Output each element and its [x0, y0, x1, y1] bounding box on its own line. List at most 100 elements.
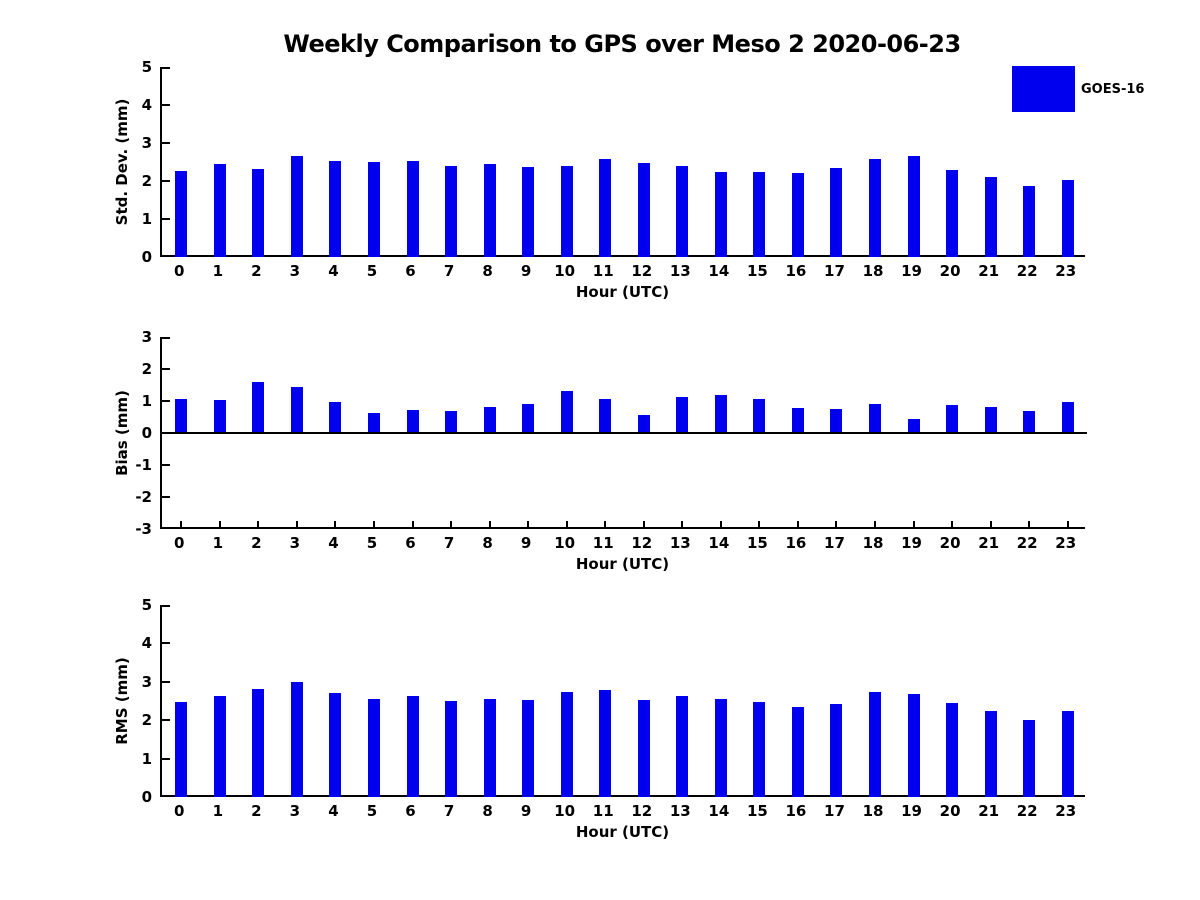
- bar: [252, 168, 265, 257]
- x-tick-mark: [835, 521, 838, 529]
- x-tick-mark: [912, 521, 915, 529]
- y-tick-label: 1: [141, 210, 152, 228]
- bar: [367, 162, 380, 257]
- x-tick-label: 11: [592, 802, 614, 820]
- x-tick-label: 20: [939, 802, 961, 820]
- y-tick-mark: [162, 605, 170, 607]
- x-tick-mark: [951, 521, 954, 529]
- x-tick-mark: [372, 521, 375, 529]
- legend-swatch-goes16: [1012, 66, 1075, 112]
- x-tick-label: 14: [708, 262, 730, 280]
- x-tick-mark: [642, 521, 645, 529]
- y-axis-label: RMS (mm): [113, 657, 131, 745]
- x-tick-label: 1: [212, 262, 224, 280]
- bar: [984, 177, 997, 257]
- panel-rms: 0 1 2 3 4 5 0 1 2 3 4 5 6 7 8 9 10 11 12 13 14 15 16 17 18 19 20 21…: [113, 596, 1085, 841]
- bar: [869, 404, 882, 433]
- x-tick-label: 18: [862, 262, 884, 280]
- bar: [676, 165, 689, 257]
- x-tick-label: 8: [482, 534, 493, 552]
- x-tick-label: 3: [289, 534, 301, 552]
- bar: [791, 706, 804, 797]
- x-tick-mark: [758, 521, 761, 529]
- panel-bias: 3 2 1 0 -1 -2 -3 0 1 2 3 4 5 6 7 8 9 10 11 12 13 14 15 16 17 18 19…: [113, 328, 1087, 573]
- y-tick-mark: [162, 642, 170, 645]
- bar: [522, 166, 535, 257]
- x-tick-mark: [488, 521, 491, 529]
- x-tick-label: 7: [443, 262, 455, 280]
- y-tick-label: 3: [141, 328, 152, 346]
- bar: [984, 710, 997, 797]
- bar: [946, 405, 959, 433]
- y-tick-label: -2: [135, 488, 152, 506]
- x-tick-label: 10: [554, 262, 576, 280]
- bar: [522, 699, 535, 797]
- bar: [329, 401, 342, 433]
- x-tick-label: 19: [901, 534, 922, 552]
- x-tick-label: 18: [862, 534, 884, 552]
- bar: [676, 695, 689, 797]
- x-tick-label: 6: [405, 534, 416, 552]
- y-tick-label: 1: [141, 749, 152, 768]
- x-tick-label: 8: [482, 262, 493, 280]
- x-tick-label: 19: [901, 802, 922, 820]
- bar: [1061, 710, 1074, 797]
- y-tick-mark: [162, 67, 170, 69]
- bar: [560, 165, 573, 257]
- bar: [483, 163, 496, 257]
- bar: [830, 703, 843, 797]
- x-tick-mark: [989, 521, 992, 529]
- y-tick-label: 0: [141, 248, 152, 266]
- x-tick-label: 0: [174, 534, 185, 552]
- bar: [637, 699, 650, 797]
- bar: [252, 382, 265, 433]
- plot-area: [160, 337, 1087, 529]
- x-tick-label: 10: [554, 802, 576, 820]
- bar: [1061, 180, 1074, 257]
- bar: [560, 691, 573, 797]
- x-tick-label: 17: [824, 534, 845, 552]
- x-axis-label: Hour (UTC): [575, 823, 670, 841]
- bar: [329, 692, 342, 797]
- x-tick-label: 6: [405, 262, 416, 280]
- bar: [406, 161, 419, 257]
- x-tick-label: 18: [862, 802, 884, 820]
- bar: [869, 691, 882, 797]
- y-tick-mark: [162, 142, 170, 144]
- bar: [406, 409, 419, 433]
- bar: [290, 387, 303, 433]
- y-tick-label: 2: [141, 711, 152, 730]
- x-tick-label: 23: [1055, 802, 1077, 820]
- bar: [329, 161, 342, 257]
- x-tick-label: 1: [212, 534, 224, 552]
- x-tick-label: 13: [669, 262, 691, 280]
- y-tick-label: 4: [141, 96, 152, 114]
- x-tick-mark: [180, 521, 183, 529]
- bar: [791, 173, 804, 257]
- x-tick-mark: [604, 521, 607, 529]
- x-tick-label: 4: [328, 534, 339, 552]
- x-tick-label: 20: [939, 262, 961, 280]
- x-tick-label: 23: [1055, 534, 1077, 552]
- x-tick-label: 22: [1016, 802, 1038, 820]
- x-tick-mark: [874, 521, 877, 529]
- x-tick-label: 11: [592, 534, 614, 552]
- y-tick-mark: [162, 368, 170, 370]
- x-tick-label: 2: [251, 262, 262, 280]
- x-tick-label: 16: [785, 534, 807, 552]
- x-tick-mark: [334, 521, 337, 529]
- x-tick-label: 5: [366, 262, 378, 280]
- x-tick-label: 5: [366, 802, 378, 820]
- x-tick-label: 10: [554, 534, 576, 552]
- bar: [175, 701, 188, 797]
- bar: [213, 400, 226, 433]
- x-tick-label: 3: [289, 262, 301, 280]
- x-tick-label: 11: [592, 262, 614, 280]
- zero-line: [162, 432, 1087, 434]
- bar: [869, 158, 882, 257]
- bar: [445, 165, 458, 257]
- y-tick-label: 0: [141, 788, 152, 806]
- bar: [637, 163, 650, 257]
- bar: [984, 407, 997, 433]
